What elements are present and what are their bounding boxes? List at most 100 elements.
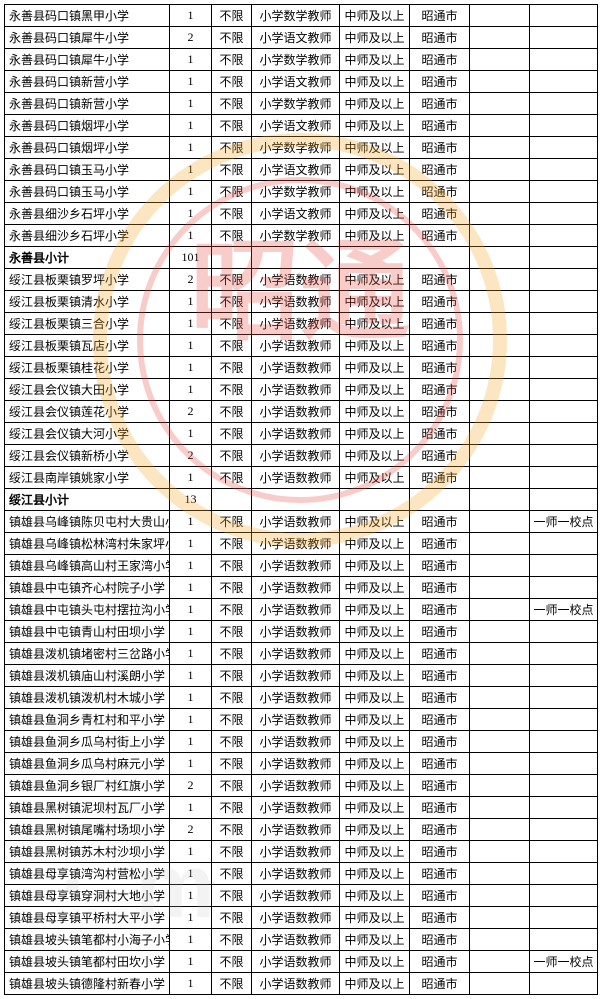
note — [530, 643, 598, 665]
count: 1 — [170, 643, 212, 665]
note — [530, 181, 598, 203]
school-name: 镇雄县母享镇湾沟村营松小学 — [5, 863, 170, 885]
count: 2 — [170, 27, 212, 49]
limit: 不限 — [212, 291, 252, 313]
recruitment-table: 永善县码口镇黑甲小学1不限小学数学教师中师及以上昭通市永善县码口镇犀牛小学2不限… — [4, 4, 598, 995]
col6 — [470, 335, 530, 357]
col6 — [470, 467, 530, 489]
city: 昭通市 — [410, 687, 470, 709]
school-name: 绥江县板栗镇清水小学 — [5, 291, 170, 313]
note — [530, 27, 598, 49]
limit: 不限 — [212, 27, 252, 49]
school-name: 绥江县会仪镇莲花小学 — [5, 401, 170, 423]
school-name: 绥江县板栗镇三合小学 — [5, 313, 170, 335]
note — [530, 423, 598, 445]
school-name: 永善县码口镇玉马小学 — [5, 159, 170, 181]
count: 1 — [170, 379, 212, 401]
count: 1 — [170, 335, 212, 357]
qualification: 中师及以上 — [340, 555, 410, 577]
col6 — [470, 555, 530, 577]
count: 1 — [170, 357, 212, 379]
table-row: 永善县细沙乡石坪小学1不限小学数学教师中师及以上昭通市 — [5, 225, 598, 247]
count: 1 — [170, 137, 212, 159]
subject: 小学语数教师 — [252, 731, 340, 753]
subject: 小学语数教师 — [252, 973, 340, 995]
count: 1 — [170, 71, 212, 93]
empty-cell — [340, 247, 410, 269]
note — [530, 445, 598, 467]
table-row: 永善县码口镇新营小学1不限小学语文教师中师及以上昭通市 — [5, 71, 598, 93]
count: 1 — [170, 423, 212, 445]
limit: 不限 — [212, 313, 252, 335]
table-row: 绥江县板栗镇三合小学1不限小学语数教师中师及以上昭通市 — [5, 313, 598, 335]
empty-cell — [470, 247, 530, 269]
subject: 小学语数教师 — [252, 335, 340, 357]
limit: 不限 — [212, 93, 252, 115]
limit: 不限 — [212, 951, 252, 973]
count: 1 — [170, 93, 212, 115]
note — [530, 225, 598, 247]
empty-cell — [410, 489, 470, 511]
city: 昭通市 — [410, 753, 470, 775]
note — [530, 973, 598, 995]
count: 2 — [170, 269, 212, 291]
city: 昭通市 — [410, 379, 470, 401]
subject: 小学语数教师 — [252, 269, 340, 291]
qualification: 中师及以上 — [340, 709, 410, 731]
qualification: 中师及以上 — [340, 907, 410, 929]
col6 — [470, 203, 530, 225]
qualification: 中师及以上 — [340, 511, 410, 533]
city: 昭通市 — [410, 511, 470, 533]
note — [530, 753, 598, 775]
limit: 不限 — [212, 159, 252, 181]
note — [530, 775, 598, 797]
qualification: 中师及以上 — [340, 93, 410, 115]
col6 — [470, 181, 530, 203]
school-name: 绥江县南岸镇姚家小学 — [5, 467, 170, 489]
col6 — [470, 401, 530, 423]
school-name: 永善县码口镇犀牛小学 — [5, 49, 170, 71]
city: 昭通市 — [410, 49, 470, 71]
table-row: 镇雄县坡头镇德隆村新春小学1不限小学语数教师中师及以上昭通市 — [5, 973, 598, 995]
table-row: 绥江县会仪镇大田小学1不限小学语数教师中师及以上昭通市 — [5, 379, 598, 401]
qualification: 中师及以上 — [340, 599, 410, 621]
city: 昭通市 — [410, 269, 470, 291]
subject: 小学数学教师 — [252, 93, 340, 115]
count: 1 — [170, 511, 212, 533]
table-row: 镇雄县中屯镇头屯村摆拉沟小学1不限小学语数教师中师及以上昭通市一师一校点 — [5, 599, 598, 621]
city: 昭通市 — [410, 621, 470, 643]
city: 昭通市 — [410, 533, 470, 555]
qualification: 中师及以上 — [340, 335, 410, 357]
city: 昭通市 — [410, 357, 470, 379]
subtotal-count: 13 — [170, 489, 212, 511]
note — [530, 269, 598, 291]
col6 — [470, 445, 530, 467]
subject: 小学语数教师 — [252, 951, 340, 973]
school-name: 绥江县会仪镇大田小学 — [5, 379, 170, 401]
subject: 小学语数教师 — [252, 313, 340, 335]
count: 1 — [170, 797, 212, 819]
city: 昭通市 — [410, 907, 470, 929]
limit: 不限 — [212, 49, 252, 71]
table-row: 永善县码口镇玉马小学1不限小学数学教师中师及以上昭通市 — [5, 181, 598, 203]
school-name: 永善县码口镇烟坪小学 — [5, 115, 170, 137]
qualification: 中师及以上 — [340, 665, 410, 687]
note — [530, 115, 598, 137]
count: 1 — [170, 665, 212, 687]
qualification: 中师及以上 — [340, 731, 410, 753]
qualification: 中师及以上 — [340, 863, 410, 885]
col6 — [470, 93, 530, 115]
subject: 小学语数教师 — [252, 379, 340, 401]
count: 1 — [170, 709, 212, 731]
limit: 不限 — [212, 379, 252, 401]
city: 昭通市 — [410, 181, 470, 203]
count: 1 — [170, 841, 212, 863]
note: 一师一校点 — [530, 511, 598, 533]
subject: 小学语数教师 — [252, 709, 340, 731]
qualification: 中师及以上 — [340, 159, 410, 181]
school-name: 镇雄县黑树镇泥坝村瓦厂小学 — [5, 797, 170, 819]
col6 — [470, 159, 530, 181]
limit: 不限 — [212, 753, 252, 775]
qualification: 中师及以上 — [340, 445, 410, 467]
col6 — [470, 423, 530, 445]
